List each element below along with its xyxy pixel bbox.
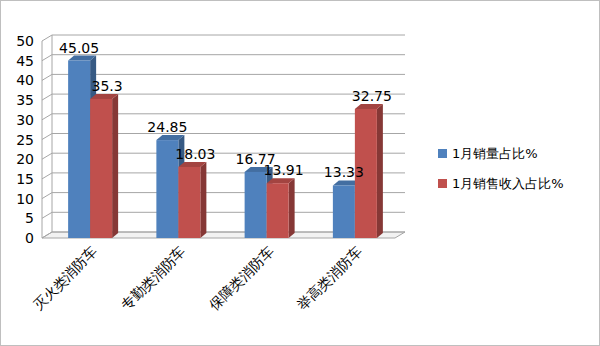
y-tick-label: 5 [25, 210, 34, 226]
x-tick-label: 灭火类消防车 [30, 243, 101, 314]
y-tick-label: 10 [16, 191, 34, 207]
y-tick-label: 25 [16, 132, 34, 148]
y-tick-label: 0 [25, 230, 34, 246]
chart-frame [1, 1, 600, 346]
y-tick-label: 20 [16, 151, 34, 167]
bar-top [178, 162, 206, 167]
bar [245, 172, 267, 238]
y-tick-label: 50 [16, 33, 34, 49]
data-label: 35.3 [92, 78, 123, 94]
data-label: 13.33 [324, 164, 364, 180]
bar-top [90, 94, 118, 99]
bar [68, 61, 90, 238]
data-label: 45.05 [59, 40, 99, 56]
bar-side [377, 104, 383, 238]
bar [90, 99, 112, 238]
y-tick-label: 40 [16, 72, 34, 88]
bar-side [200, 162, 206, 238]
data-labels: 45.0535.324.8518.0316.7713.9113.3332.75 [59, 40, 392, 181]
x-tick-label: 举高类消防车 [294, 243, 365, 314]
data-label: 32.75 [352, 88, 392, 104]
x-tick-label: 保障类消防车 [206, 243, 277, 314]
y-tick-label: 45 [16, 53, 34, 69]
bar-top [355, 104, 383, 109]
data-label: 13.91 [264, 162, 304, 178]
bar-top [267, 178, 295, 183]
legend-label: 1月销售收入占比% [452, 176, 564, 191]
bar-top [68, 56, 96, 61]
data-label: 18.03 [175, 146, 215, 162]
chart: 0 5 10 15 20 25 30 35 40 45 50 45.05 35.3 24.85 18.03 1… [0, 0, 600, 346]
legend-label: 1月销量占比% [452, 146, 538, 161]
y-tick-label: 35 [16, 92, 34, 108]
bar [178, 167, 200, 238]
bars [68, 56, 383, 238]
bar-side [289, 178, 295, 238]
x-tick-label: 专勤类消防车 [118, 243, 189, 314]
bar-top [156, 135, 184, 140]
grid-line [42, 55, 405, 61]
data-label: 24.85 [147, 119, 187, 135]
bar [333, 185, 355, 238]
y-tick-label: 30 [16, 112, 34, 128]
legend-swatch [438, 149, 447, 158]
y-tick-label: 15 [16, 171, 34, 187]
bar [267, 183, 289, 238]
bar-side [112, 94, 118, 238]
legend-swatch [438, 179, 447, 188]
